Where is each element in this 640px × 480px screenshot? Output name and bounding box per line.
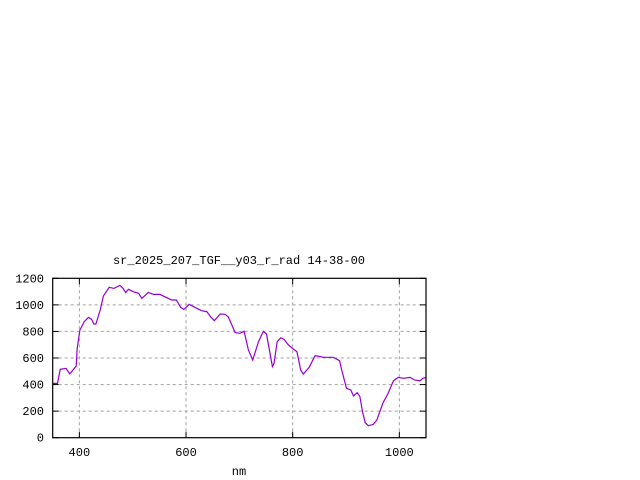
y-tick-label: 0 <box>37 432 44 446</box>
x-tick-label: 800 <box>282 446 304 460</box>
x-axis-label: nm <box>232 465 246 479</box>
y-tick-labels: 0 200 400 600 800 1000 1200 <box>15 272 44 445</box>
grid <box>52 278 426 438</box>
x-tick-label: 400 <box>69 446 91 460</box>
y-tick-label: 800 <box>22 325 44 339</box>
x-tick-labels: 400 600 800 1000 <box>69 446 414 460</box>
y-tick-label: 1200 <box>15 272 44 286</box>
y-tick-label: 600 <box>22 352 44 366</box>
y-tick-label: 400 <box>22 379 44 393</box>
plot-border <box>52 277 427 439</box>
x-tick-label: 1000 <box>385 446 414 460</box>
series-line <box>52 284 427 427</box>
axis-ticks <box>52 277 426 439</box>
y-tick-label: 1000 <box>15 299 44 313</box>
chart-title: sr_2025_207_TGF__y03_r_rad 14-38-00 <box>113 254 365 268</box>
y-tick-label: 200 <box>22 405 44 419</box>
x-tick-label: 600 <box>175 446 197 460</box>
